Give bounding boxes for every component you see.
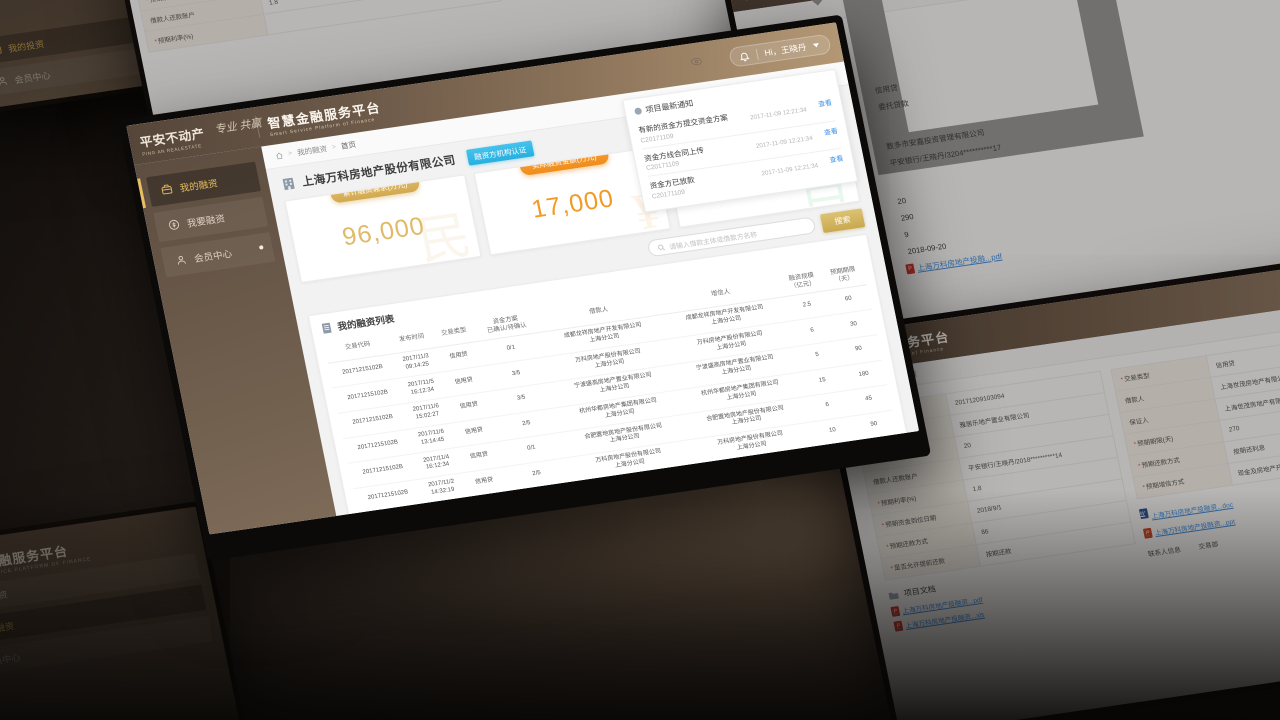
field-value: 20 <box>896 196 907 207</box>
money-icon <box>169 219 180 230</box>
search-placeholder: 请输入借款主体或借款方名称 <box>668 231 758 251</box>
field-label: 预期期限(天) <box>1136 435 1175 448</box>
notification-dot <box>258 245 264 250</box>
bg-tl-item-investments[interactable]: 我的投资 <box>0 13 160 66</box>
main-window[interactable]: 平安不动产 PING AN REALESTATE 专业 共赢 智慧金融服务平台 … <box>118 14 932 561</box>
financing-list-card: 我的融资列表 交易代码 发布时间 交易类型 资金方案 已确认/待确认 借款人 增… <box>307 233 916 516</box>
breadcrumb: > 我的融资 > 首页 <box>261 61 849 171</box>
field-value: 2018-09-20 <box>906 241 948 257</box>
briefcase-icon <box>0 46 2 55</box>
megaphone-icon <box>634 107 643 116</box>
breadcrumb-separator: > <box>331 143 337 152</box>
sidebar: 我的融资 我要融资 会员中心 <box>134 146 337 535</box>
bg-tl-item-member[interactable]: 会员中心 <box>0 45 166 97</box>
breadcrumb-item-current: 首页 <box>340 139 357 151</box>
sidebar-item-my-financing[interactable]: 我的融资 <box>146 161 262 207</box>
field-label: 保证人 <box>1128 417 1150 427</box>
breadcrumb-item-parent[interactable]: 我的融资 <box>296 144 328 158</box>
field-value: 9 <box>903 229 910 240</box>
search-button[interactable]: 搜索 <box>819 208 866 233</box>
sidebar-item-label: 我要融资 <box>186 213 226 230</box>
field-label: 预期利率(%) <box>157 32 194 45</box>
field-label: 借款人还款账户 <box>149 11 196 25</box>
list-icon <box>321 322 332 334</box>
cell-type: 信用贷 <box>461 466 508 498</box>
cell-term: 90 <box>850 409 898 441</box>
background-window-top-left[interactable]: 我的投资 会员中心 <box>0 0 184 116</box>
search-row: 请输入借款主体或借款方名称 搜索 <box>289 200 877 310</box>
bg-tl-item-label: 我的投资 <box>7 38 45 54</box>
field-label: 借款人 <box>1124 395 1145 406</box>
building-icon <box>282 177 295 191</box>
field-value: 290 <box>900 212 915 223</box>
sidebar-item-apply-financing[interactable]: 我要融资 <box>153 196 269 243</box>
user-icon <box>0 77 8 86</box>
status-badge: 融资方机构认证 <box>465 140 535 166</box>
field-label: 预期还款方式 <box>1141 457 1181 470</box>
field-value: 信用贷 <box>874 83 899 96</box>
field-label: 交易类型 <box>1123 372 1151 384</box>
field-value: 委托贷款 <box>877 98 910 112</box>
home-icon[interactable] <box>725 0 1250 245</box>
bg-form-table-left: 交易代码 雅居乐地产置业有限公司 *借款人 20 *预期融资规模(亿) 平安银行… <box>127 0 501 53</box>
sidebar-item-label: 我的融资 <box>178 178 219 195</box>
search-icon <box>658 244 666 250</box>
cell-time: 2017/11/2 14:32:19 <box>418 472 467 505</box>
home-icon[interactable] <box>275 151 285 160</box>
search-input[interactable]: 请输入借款主体或借款方名称 <box>646 216 817 258</box>
bg-tl-item-label: 会员中心 <box>13 69 52 85</box>
bg-r1-breadcrumb: >我的融资 >投资详情 >交易详情 <box>733 0 1280 176</box>
briefcase-icon <box>161 184 173 195</box>
breadcrumb-separator: > <box>287 150 293 158</box>
backdrop-bottom-shade <box>0 490 1280 720</box>
user-menu[interactable]: Hi，王晓丹 <box>727 33 833 68</box>
list-title: 我的融资列表 <box>336 313 396 333</box>
notification-view-link[interactable]: 查看 <box>829 155 845 165</box>
cell-scale: 10 <box>809 415 856 447</box>
field-label: 借款人还款账户 <box>872 473 919 487</box>
sidebar-item-member-center[interactable]: 会员中心 <box>160 232 276 278</box>
eye-icon <box>691 57 702 66</box>
chevron-down-icon[interactable] <box>812 43 820 48</box>
bell-icon[interactable] <box>738 50 751 62</box>
bg-r2-table-right: *交易类型 信用贷 借款人 上海世茂房地产有限公司 保证人 上海世茂房地产有限公司 *… <box>1110 333 1280 500</box>
pdf-icon: P <box>905 263 916 275</box>
user-greeting: Hi，王晓丹 <box>763 41 808 58</box>
company-header: 上海万科房地产股份有限公司 融资方机构认证 <box>266 85 855 200</box>
notification-view-link[interactable]: 查看 <box>823 127 839 137</box>
sidebar-item-label: 会员中心 <box>193 248 234 266</box>
main-content: > 我的融资 > 首页 上海万科房地产股份有限公司 融资方机构认证 累计融资需求… <box>261 61 920 516</box>
user-icon <box>178 255 186 265</box>
notification-view-link[interactable]: 查看 <box>817 99 833 109</box>
divider <box>755 48 759 60</box>
app-topbar: 平安不动产 PING AN REALESTATE 专业 共赢 智慧金融服务平台 … <box>126 22 844 166</box>
